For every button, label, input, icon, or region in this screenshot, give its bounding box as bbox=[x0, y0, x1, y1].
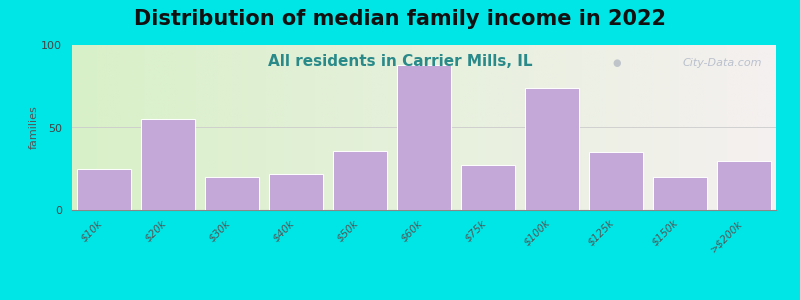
Bar bbox=[269, 174, 323, 210]
Bar bbox=[525, 88, 579, 210]
Bar bbox=[717, 160, 771, 210]
Bar bbox=[397, 65, 451, 210]
Bar bbox=[589, 152, 643, 210]
Bar bbox=[205, 177, 259, 210]
Bar bbox=[141, 119, 195, 210]
Text: All residents in Carrier Mills, IL: All residents in Carrier Mills, IL bbox=[268, 54, 532, 69]
Y-axis label: families: families bbox=[29, 106, 38, 149]
Bar bbox=[77, 169, 131, 210]
Text: Distribution of median family income in 2022: Distribution of median family income in … bbox=[134, 9, 666, 29]
Bar bbox=[461, 165, 515, 210]
Bar bbox=[333, 151, 387, 210]
Text: ●: ● bbox=[613, 58, 621, 68]
Bar bbox=[653, 177, 707, 210]
Text: City-Data.com: City-Data.com bbox=[682, 58, 762, 68]
